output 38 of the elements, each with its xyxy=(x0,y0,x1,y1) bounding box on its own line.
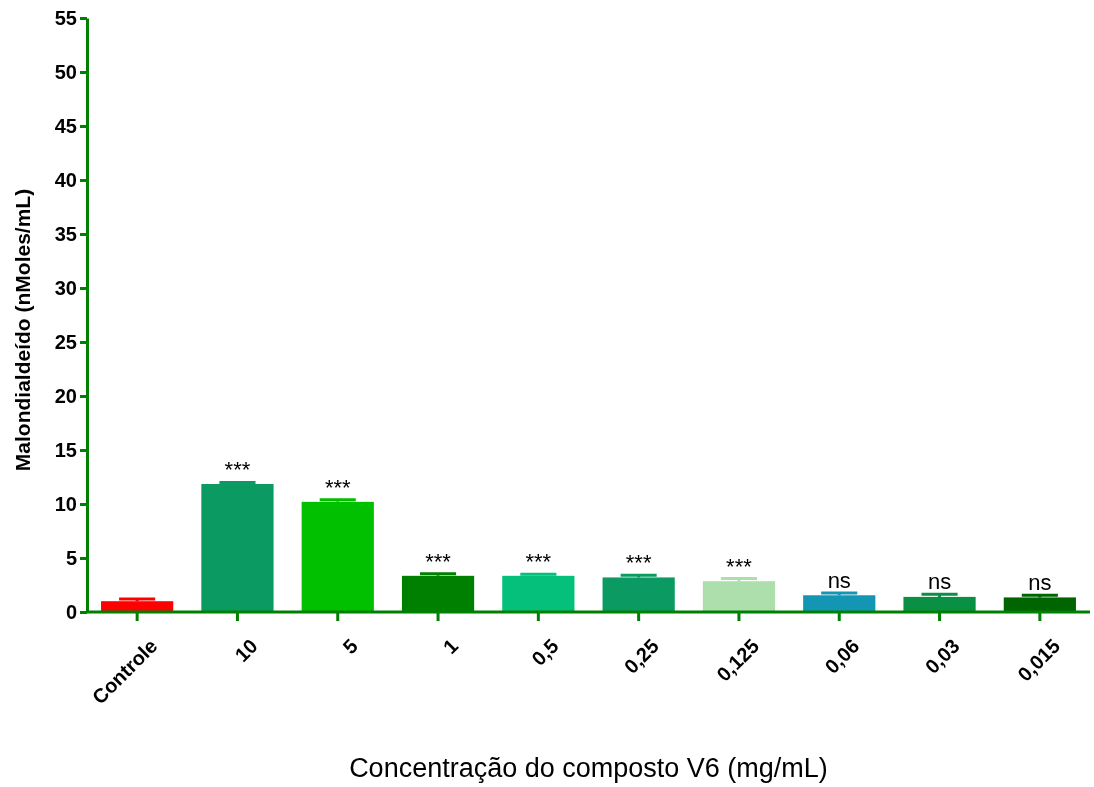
bar xyxy=(301,501,374,612)
y-tick-label: 15 xyxy=(54,438,77,461)
bar xyxy=(502,575,575,612)
x-tick-label: 5 xyxy=(338,634,363,659)
annotation: *** xyxy=(525,549,552,575)
annotation: ns xyxy=(927,569,952,595)
y-tick-label: 45 xyxy=(54,114,77,137)
bar xyxy=(602,577,675,612)
y-tick-label: 40 xyxy=(54,168,77,191)
y-tick-label: 50 xyxy=(54,60,77,83)
x-tick-label: 10 xyxy=(230,634,262,666)
y-tick-label: 25 xyxy=(54,330,77,353)
y-tick-label: 10 xyxy=(54,492,77,515)
y-tick-label: 20 xyxy=(54,384,77,407)
x-tick-label: 0,5 xyxy=(527,634,563,670)
x-tick-label: 1 xyxy=(438,634,463,659)
annotation: ns xyxy=(1028,570,1052,596)
y-tick-label: 0 xyxy=(65,600,77,623)
bar xyxy=(803,595,876,612)
bar xyxy=(201,484,274,612)
x-tick-label: 0,03 xyxy=(920,634,964,678)
bar xyxy=(903,596,976,612)
bar xyxy=(101,601,174,612)
y-axis-title: Malondialdeído (nMoles/mL) xyxy=(11,188,34,472)
y-tick-label: 5 xyxy=(65,546,77,569)
y-tick-label: 35 xyxy=(54,222,77,245)
annotation: ns xyxy=(827,568,851,594)
annotation: *** xyxy=(425,548,452,574)
y-tick-label: 30 xyxy=(54,276,77,299)
x-axis-title: Concentração do composto V6 (mg/mL) xyxy=(349,753,828,783)
annotation: *** xyxy=(324,474,352,500)
annotation: *** xyxy=(625,550,652,576)
bar xyxy=(1003,597,1076,612)
bar xyxy=(702,581,776,612)
annotation: *** xyxy=(224,457,251,483)
annotation: *** xyxy=(726,553,753,579)
y-tick-label: 55 xyxy=(54,6,77,29)
x-tick-label: 0,06 xyxy=(820,634,864,678)
